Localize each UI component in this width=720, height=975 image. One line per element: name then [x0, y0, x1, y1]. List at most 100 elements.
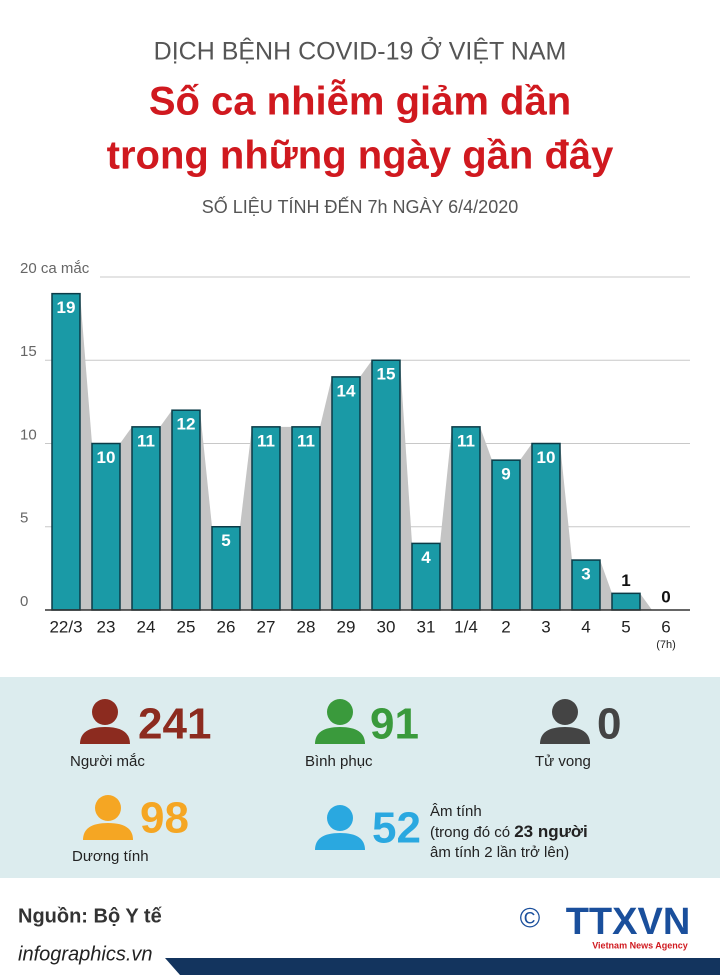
bar [571, 559, 601, 611]
person-body [80, 727, 130, 744]
stat-value: 98 [140, 794, 189, 843]
x-tick-label: 26 [217, 617, 236, 636]
x-tick-label: 22/3 [49, 617, 82, 636]
value-label: 19 [57, 298, 76, 317]
stat-value: 241 [138, 700, 211, 749]
y-tick-label: 10 [20, 426, 37, 443]
y-tick-label: 15 [20, 343, 37, 360]
source: Nguồn: Bộ Y tế [18, 905, 163, 927]
bar [371, 359, 401, 611]
bar [451, 426, 481, 611]
x-tick-label: 29 [337, 617, 356, 636]
connector [400, 360, 412, 610]
value-label: 11 [137, 431, 155, 450]
bar [171, 409, 201, 611]
bar [411, 542, 441, 611]
value-label: 10 [537, 448, 556, 467]
connector [360, 360, 372, 610]
person-body [540, 727, 590, 744]
site: infographics.vn [18, 943, 153, 965]
bar [51, 292, 81, 611]
x-tick-label: 6 [661, 617, 670, 636]
stat-label: Bình phục [305, 753, 373, 770]
value-label: 5 [221, 531, 230, 550]
connector [120, 426, 132, 610]
person-head [327, 805, 353, 831]
connector [320, 376, 332, 610]
person-head [327, 699, 353, 725]
stat-label: Âm tính [430, 803, 482, 820]
value-label: 1 [621, 571, 630, 590]
stat-value: 0 [597, 700, 621, 749]
note-part: 23 người [514, 822, 588, 841]
x-tick-label: 25 [177, 617, 196, 636]
bar [251, 426, 281, 611]
bar [331, 376, 361, 611]
value-label: 11 [457, 431, 475, 450]
x-tick-label: 2 [501, 617, 510, 636]
connector [160, 410, 172, 610]
logo: TTXVN [566, 901, 691, 943]
value-label: 4 [421, 548, 431, 567]
category-note: (7h) [656, 639, 676, 651]
value-label: 12 [177, 415, 196, 434]
value-label: 15 [377, 365, 396, 384]
person-body [315, 833, 365, 850]
x-tick-label: 27 [257, 617, 276, 636]
connector [480, 426, 492, 610]
connector [200, 410, 212, 610]
stat-note: âm tính 2 lần trở lên) [430, 844, 569, 861]
value-label: 0 [661, 587, 670, 606]
kicker: DỊCH BỆNH COVID-19 Ở VIỆT NAM [154, 36, 567, 66]
connector [280, 426, 292, 610]
y-tick-label: 0 [20, 593, 28, 610]
stat-value: 52 [372, 804, 421, 853]
x-tick-label: 5 [621, 617, 630, 636]
bar [91, 442, 121, 611]
person-head [552, 699, 578, 725]
connector [640, 593, 652, 610]
footer-strip [165, 958, 720, 975]
x-tick-label: 23 [97, 617, 116, 636]
x-tick-label: 31 [417, 617, 436, 636]
title: trong những ngày gần đây [107, 134, 614, 178]
x-tick-label: 1/4 [454, 617, 478, 636]
value-label: 14 [337, 381, 356, 400]
bar [531, 442, 561, 611]
person-head [92, 699, 118, 725]
note-part: (trong đó có [430, 824, 514, 841]
value-label: 10 [97, 448, 116, 467]
stat-note: (trong đó có 23 người [430, 822, 588, 841]
connector [600, 560, 612, 610]
bar [291, 426, 321, 611]
connector [560, 443, 572, 610]
bar [611, 592, 641, 611]
subtitle: SỐ LIỆU TÍNH ĐẾN 7h NGÀY 6/4/2020 [202, 196, 518, 217]
person-body [315, 727, 365, 744]
connector [80, 293, 92, 610]
value-label: 3 [581, 565, 590, 584]
y-tick-label: 5 [20, 510, 28, 527]
connector [440, 426, 452, 610]
stat-label: Người mắc [70, 753, 145, 770]
title: Số ca nhiễm giảm dần [149, 78, 571, 124]
person-head [95, 795, 121, 821]
stat-label: Tử vong [535, 753, 591, 770]
y-tick-label: 20 ca mắc [20, 260, 90, 277]
bar [131, 426, 161, 611]
value-label: 11 [297, 431, 315, 450]
copyright: © [520, 902, 541, 933]
value-label: 9 [501, 465, 510, 484]
connector [520, 443, 532, 610]
person-body [83, 823, 133, 840]
x-tick-label: 4 [581, 617, 590, 636]
x-tick-label: 24 [137, 617, 156, 636]
x-tick-label: 28 [297, 617, 316, 636]
stats: 241 Người mắc 91 Bình phục 0 Tử vong 98 Dương t… [70, 699, 621, 865]
bar [491, 459, 521, 611]
value-label: 11 [257, 431, 275, 450]
x-tick-label: 30 [377, 617, 396, 636]
connector [240, 426, 252, 610]
